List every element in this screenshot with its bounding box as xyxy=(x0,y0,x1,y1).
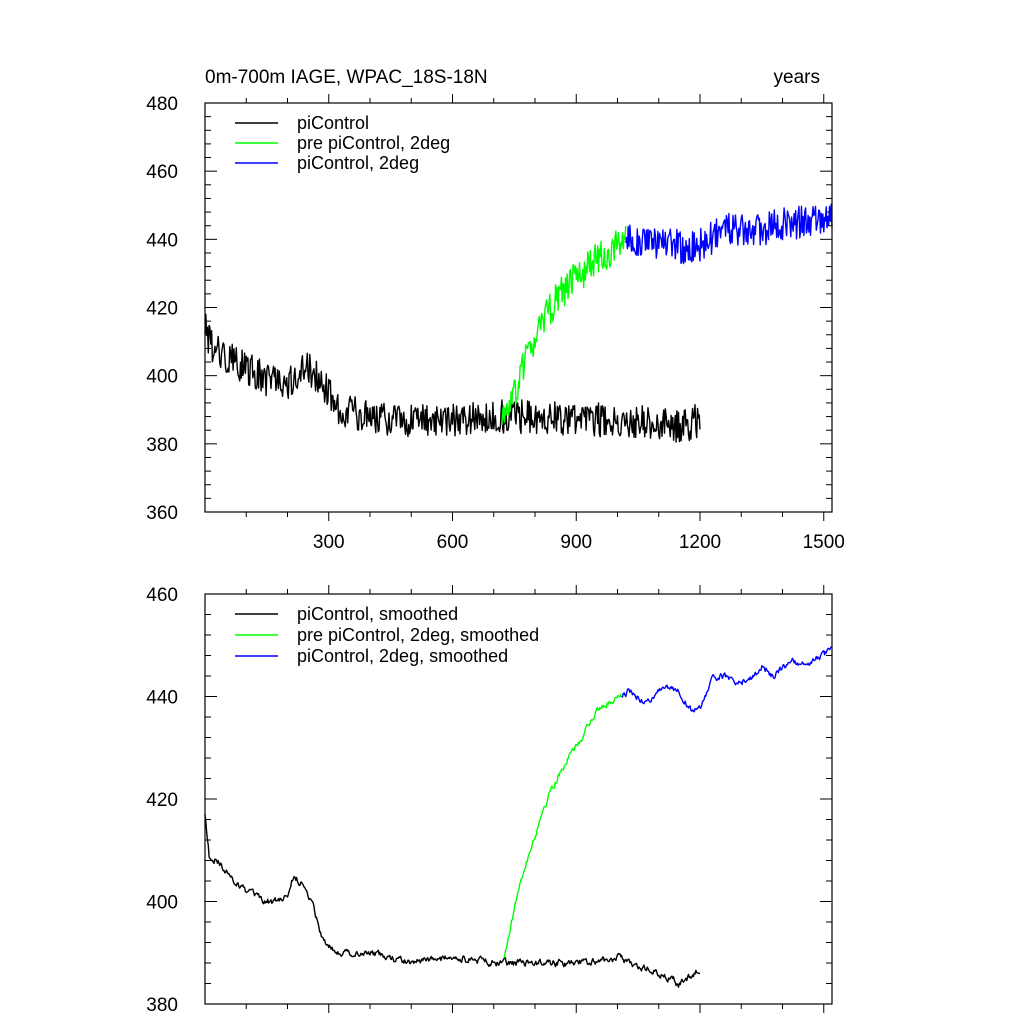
top-axis-ticks: 300 600 900 1200 1500 360 380 400 420 440 460 480 xyxy=(146,94,845,553)
bottom-axis-ticks: 380 400 420 440 460 xyxy=(146,585,832,1016)
chart-units-label: years xyxy=(774,67,820,88)
series-line-2 xyxy=(501,225,627,425)
top-plot-area xyxy=(204,203,833,443)
y-tick-label: 460 xyxy=(146,585,178,606)
legend-label: piControl, 2deg, smoothed xyxy=(297,646,508,666)
chart-title: 0m-700m IAGE, WPAC_18S-18N xyxy=(205,67,488,88)
legend-label: piControl xyxy=(297,113,369,133)
y-tick-label: 440 xyxy=(146,688,178,709)
top-chart-panel: 0m-700m IAGE, WPAC_18S-18N years 300 600 9… xyxy=(146,67,845,553)
y-tick-label: 420 xyxy=(146,299,178,320)
legend-label: piControl, 2deg xyxy=(297,153,419,173)
top-plot-frame xyxy=(204,102,833,513)
x-tick-label: 900 xyxy=(560,532,592,553)
y-tick-label: 480 xyxy=(146,94,178,115)
bottom-plot-frame xyxy=(204,593,833,1005)
series-line-2 xyxy=(503,693,622,959)
bottom-plot-area xyxy=(204,646,832,988)
series-line-3 xyxy=(625,203,833,265)
y-tick-label: 400 xyxy=(146,893,178,914)
legend-label: piControl, smoothed xyxy=(297,604,458,624)
x-tick-label: 300 xyxy=(313,532,345,553)
x-tick-label: 1500 xyxy=(803,532,845,553)
y-tick-label: 380 xyxy=(146,995,178,1016)
y-tick-label: 400 xyxy=(146,367,178,388)
series-line-1 xyxy=(204,814,701,988)
series-line-3 xyxy=(621,646,832,713)
y-tick-label: 460 xyxy=(146,162,178,183)
x-tick-label: 600 xyxy=(437,532,469,553)
series-line-1 xyxy=(204,313,701,443)
y-tick-label: 380 xyxy=(146,435,178,456)
y-tick-label: 420 xyxy=(146,790,178,811)
legend-label: pre piControl, 2deg xyxy=(297,133,450,153)
y-tick-label: 360 xyxy=(146,503,178,524)
y-tick-label: 440 xyxy=(146,230,178,251)
legend-label: pre piControl, 2deg, smoothed xyxy=(297,625,539,645)
x-tick-label: 1200 xyxy=(679,532,721,553)
